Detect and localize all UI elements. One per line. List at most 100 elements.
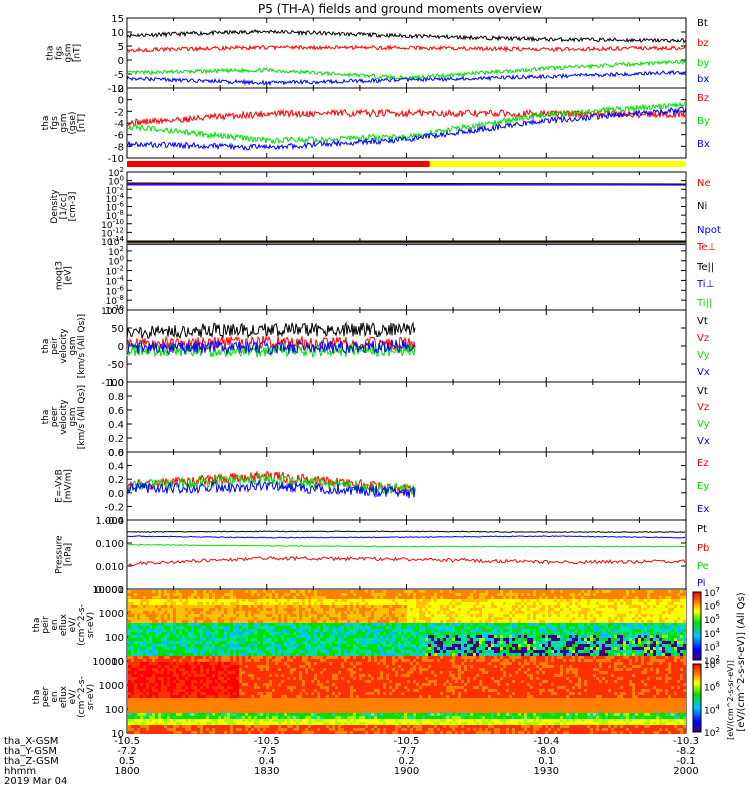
spectrogram-cell bbox=[443, 659, 446, 662]
spectrogram-cell bbox=[431, 659, 434, 662]
spectrogram-cell bbox=[545, 653, 548, 656]
spectrogram-cell bbox=[263, 647, 266, 650]
spectrogram-cell bbox=[326, 608, 329, 611]
spectrogram-cell bbox=[344, 614, 347, 617]
spectrogram-cell bbox=[341, 650, 344, 653]
spectrogram-cell bbox=[227, 614, 230, 617]
spectrogram-cell bbox=[443, 620, 446, 623]
spectrogram-cell bbox=[149, 620, 152, 623]
spectrogram-cell bbox=[518, 638, 521, 641]
spectrogram-cell bbox=[455, 626, 458, 629]
spectrogram-cell bbox=[428, 629, 431, 632]
spectrogram-cell bbox=[182, 596, 185, 599]
spectrogram-cell bbox=[617, 626, 620, 629]
spectrogram-cell bbox=[620, 617, 623, 620]
spectrogram-cell bbox=[677, 629, 680, 632]
spectrogram-cell bbox=[416, 638, 419, 641]
spectrogram-cell bbox=[215, 614, 218, 617]
spectrogram-cell bbox=[302, 599, 305, 602]
spectrogram-cell bbox=[320, 647, 323, 650]
spectrogram-cell bbox=[470, 641, 473, 644]
spectrogram-cell bbox=[344, 596, 347, 599]
spectrogram-cell bbox=[629, 644, 632, 647]
spectrogram-cell bbox=[512, 629, 515, 632]
spectrogram-cell bbox=[287, 641, 290, 644]
spectrogram-cell bbox=[488, 629, 491, 632]
spectrogram-cell bbox=[134, 602, 137, 605]
spectrogram-cell bbox=[326, 626, 329, 629]
spectrogram-cell bbox=[365, 635, 368, 638]
spectrogram-cell bbox=[503, 659, 506, 662]
spectrogram-cell bbox=[284, 614, 287, 617]
spectrogram-cell bbox=[512, 626, 515, 629]
spectrogram-cell bbox=[185, 632, 188, 635]
spectrogram-cell bbox=[671, 593, 674, 596]
temperature-legend-Ti||: Ti|| bbox=[696, 298, 712, 309]
spectrogram-cell bbox=[287, 626, 290, 629]
spectrogram-cell bbox=[461, 611, 464, 614]
spectrogram-cell bbox=[443, 614, 446, 617]
spectrogram-cell bbox=[485, 656, 488, 659]
spectrogram-cell bbox=[464, 623, 467, 626]
spectrogram-cell bbox=[470, 638, 473, 641]
spectrogram-cell bbox=[314, 599, 317, 602]
spectrogram-cell bbox=[548, 599, 551, 602]
spectrogram-cell bbox=[404, 599, 407, 602]
spectrogram-cell bbox=[419, 623, 422, 626]
spectrogram-cell bbox=[650, 638, 653, 641]
spectrogram-cell bbox=[518, 611, 521, 614]
spectrogram-cell bbox=[419, 632, 422, 635]
spectrogram-cell bbox=[395, 653, 398, 656]
spectrogram-cell bbox=[437, 602, 440, 605]
spectrogram-cell bbox=[320, 635, 323, 638]
spectrogram-cell bbox=[317, 596, 320, 599]
spectrogram-cell bbox=[455, 611, 458, 614]
spectrogram-cell bbox=[617, 641, 620, 644]
spectrogram-cell bbox=[254, 614, 257, 617]
spectrogram-cell bbox=[419, 659, 422, 662]
spectrogram-cell bbox=[188, 632, 191, 635]
spectrogram-cell bbox=[284, 650, 287, 653]
spectrogram-cell bbox=[215, 608, 218, 611]
spectrogram-cell bbox=[557, 614, 560, 617]
spectrogram-cell bbox=[629, 614, 632, 617]
spectrogram-cell bbox=[578, 611, 581, 614]
spectrogram-cell bbox=[251, 617, 254, 620]
spectrogram-cell bbox=[239, 596, 242, 599]
spectrogram-cell bbox=[554, 623, 557, 626]
spectrogram-cell bbox=[527, 620, 530, 623]
spectrogram-cell bbox=[251, 596, 254, 599]
spectrogram-cell bbox=[347, 614, 350, 617]
spectrogram-cell bbox=[320, 593, 323, 596]
spectrogram-cell bbox=[206, 593, 209, 596]
spectrogram-cell bbox=[206, 602, 209, 605]
spectrogram-cell bbox=[458, 599, 461, 602]
spectrogram-cell bbox=[302, 596, 305, 599]
spectrogram-cell bbox=[593, 617, 596, 620]
spectrogram-cell bbox=[236, 614, 239, 617]
spectrogram-cell bbox=[170, 593, 173, 596]
spectrogram-cell bbox=[488, 650, 491, 653]
spectrogram-cell bbox=[620, 620, 623, 623]
spectrogram-cell bbox=[659, 596, 662, 599]
spectrogram-cell bbox=[170, 644, 173, 647]
spectrogram-cell bbox=[650, 620, 653, 623]
spectrogram-cell bbox=[383, 617, 386, 620]
fgs-gsm-mag-ylabel: [nT] bbox=[73, 44, 83, 62]
spectrogram-cell bbox=[194, 632, 197, 635]
spectrogram-cell bbox=[515, 626, 518, 629]
spectrogram-cell bbox=[419, 605, 422, 608]
spectrogram-cell bbox=[140, 593, 143, 596]
spectrogram-cell bbox=[386, 608, 389, 611]
spectrogram-cell bbox=[335, 593, 338, 596]
spectrogram-cell bbox=[290, 644, 293, 647]
spectrogram-cell bbox=[236, 638, 239, 641]
spectrogram-cell bbox=[287, 623, 290, 626]
spectrogram-cell bbox=[254, 593, 257, 596]
spectrogram-cell bbox=[500, 626, 503, 629]
spectrogram-cell bbox=[128, 608, 131, 611]
spectrogram-cell bbox=[203, 623, 206, 626]
spectrogram-cell bbox=[371, 641, 374, 644]
spectrogram-cell bbox=[491, 614, 494, 617]
spectrogram-cell bbox=[623, 611, 626, 614]
